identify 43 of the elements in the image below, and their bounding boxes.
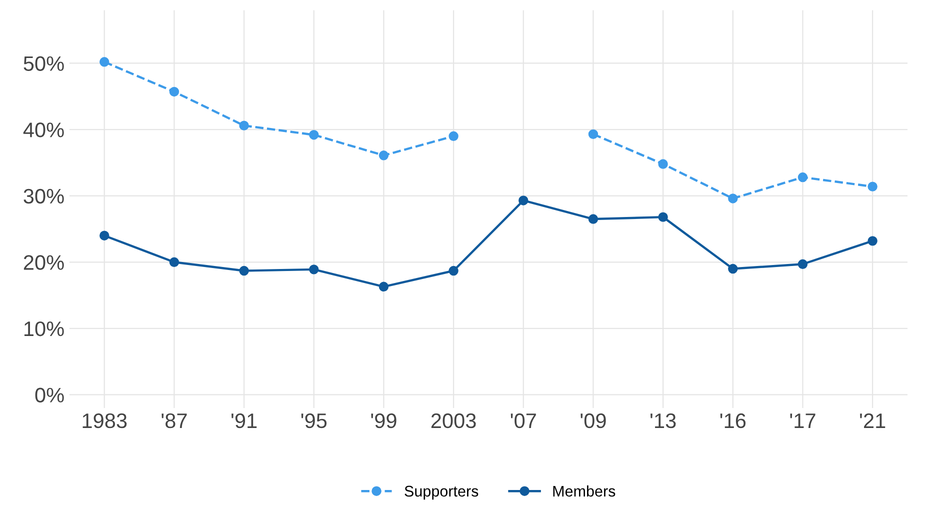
point [169, 257, 180, 267]
point [658, 212, 668, 222]
x-tick-label: '91 [232, 413, 257, 428]
point [239, 120, 249, 130]
point [100, 57, 110, 67]
x-tick-label: '95 [301, 413, 327, 428]
point [309, 264, 319, 274]
point [239, 266, 249, 276]
x-tick-label: '87 [162, 413, 187, 428]
point [728, 194, 738, 204]
point [588, 214, 598, 224]
y-tick-label: 40% [23, 122, 64, 138]
y-tick-label: 50% [24, 56, 64, 71]
point [518, 196, 528, 206]
x-tick-label: 1983 [82, 413, 127, 428]
legend-label: Supporters [404, 486, 478, 500]
legend-label: Members [553, 485, 616, 497]
x-tick-label: '09 [580, 413, 606, 428]
y-tick-label: 0% [35, 388, 64, 402]
point [868, 182, 878, 192]
x-tick-label: '13 [650, 413, 676, 428]
point [100, 230, 110, 240]
point [798, 259, 808, 269]
y-tick-label: 30% [24, 188, 64, 204]
point [169, 86, 180, 97]
x-tick-label: '99 [371, 413, 396, 428]
y-tick-label: 10% [24, 321, 64, 336]
x-tick-label: '07 [510, 413, 536, 428]
point [448, 131, 458, 142]
point [798, 172, 808, 182]
point [309, 130, 319, 140]
point [448, 266, 458, 276]
point [868, 236, 878, 246]
point [378, 282, 389, 292]
y-tick-label: 20% [24, 255, 64, 270]
point [588, 129, 598, 140]
x-tick-label: 2003 [431, 413, 476, 428]
point [728, 264, 738, 274]
x-tick-label: '17 [790, 414, 816, 428]
x-tick-label: '16 [720, 413, 746, 428]
x-tick-label: '21 [860, 413, 886, 428]
point [378, 150, 389, 160]
point [658, 159, 668, 169]
